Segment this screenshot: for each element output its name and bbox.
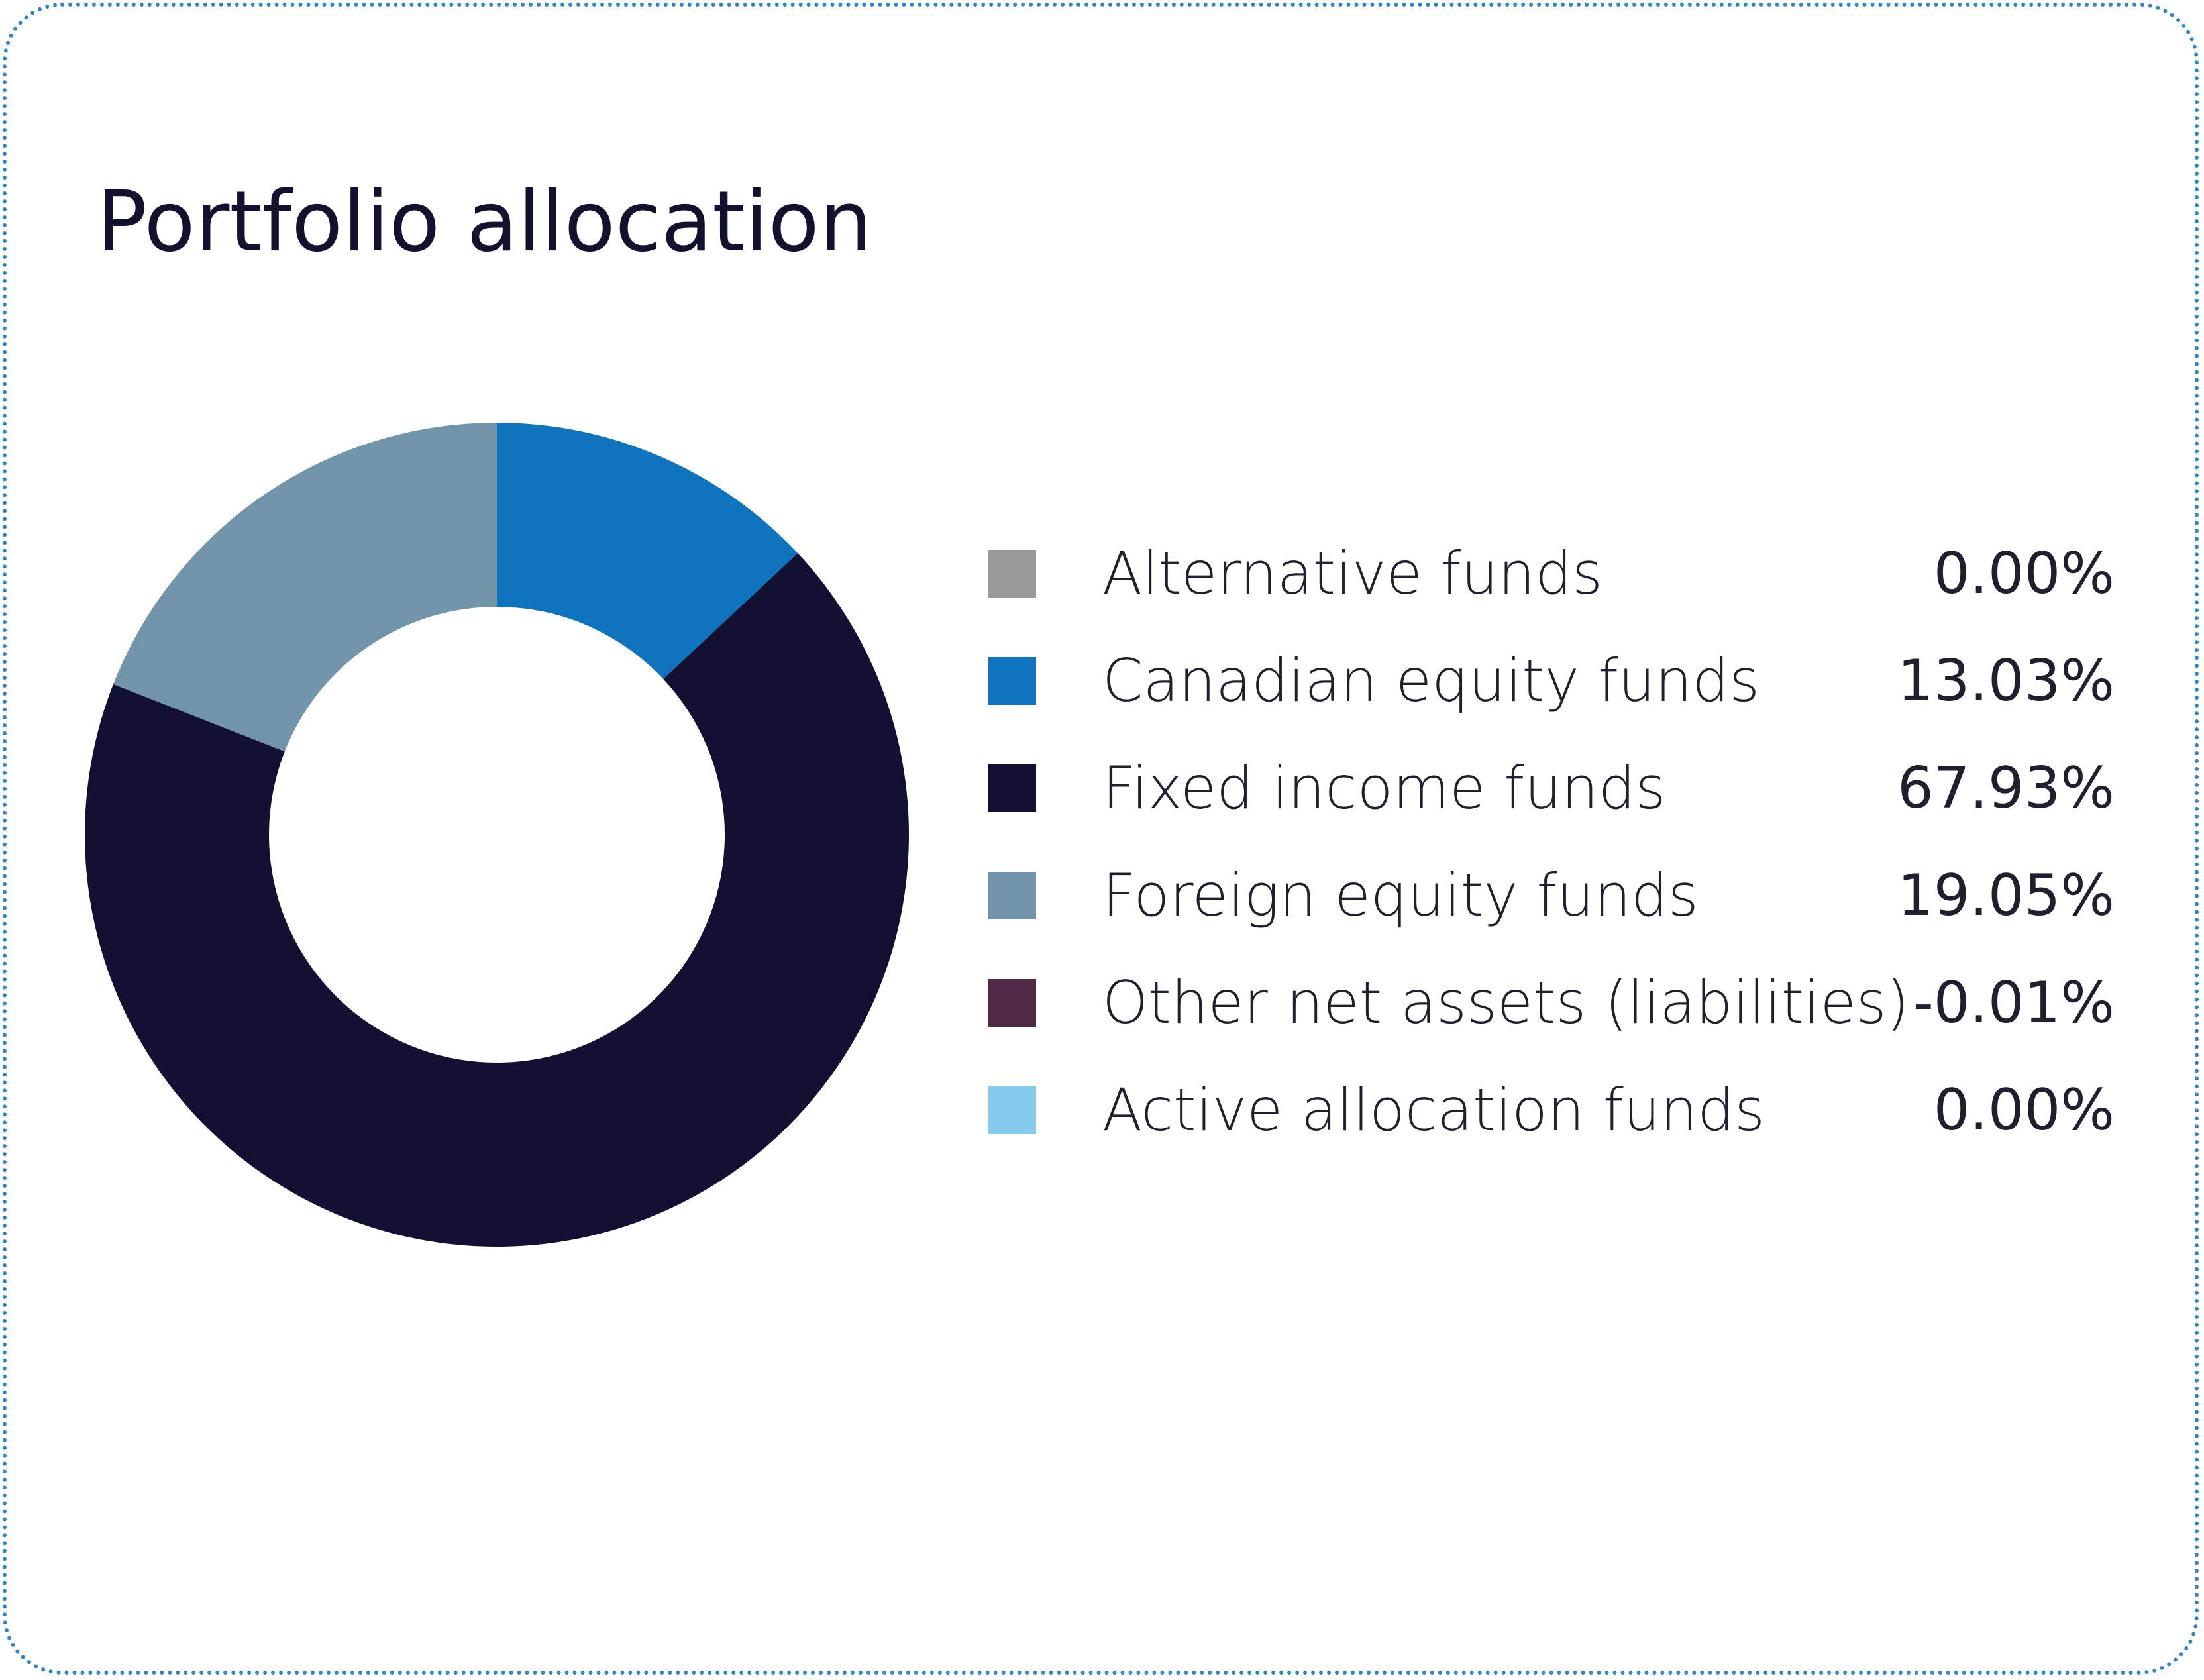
- legend-value: 67.93%: [1897, 755, 2115, 821]
- donut-slice-canadian-equity-funds: [497, 423, 798, 679]
- donut-slice-fixed-income-funds: [84, 553, 909, 1247]
- legend-value: 0.00%: [1933, 541, 2115, 607]
- legend-label: Canadian equity funds: [1102, 647, 1760, 715]
- legend-item: Other net assets (liabilities) -0.01%: [988, 963, 2115, 1071]
- portfolio-allocation-card: Portfolio allocation Alternative funds 0…: [3, 3, 2199, 1675]
- legend-item: Alternative funds 0.00%: [988, 534, 2115, 641]
- chart-legend: Alternative funds 0.00% Canadian equity …: [988, 534, 2115, 1178]
- legend-label: Foreign equity funds: [1102, 861, 1699, 929]
- legend-value: -0.01%: [1913, 970, 2115, 1036]
- legend-swatch: [988, 657, 1036, 705]
- legend-item: Canadian equity funds 13.03%: [988, 641, 2115, 749]
- legend-label: Other net assets (liabilities): [1102, 969, 1909, 1037]
- legend-value: 13.03%: [1897, 648, 2115, 714]
- legend-swatch: [988, 872, 1036, 919]
- legend-value: 19.05%: [1897, 863, 2115, 929]
- donut-chart: [84, 423, 909, 1247]
- legend-item: Active allocation funds 0.00%: [988, 1071, 2115, 1178]
- legend-swatch: [988, 1086, 1036, 1134]
- legend-swatch: [988, 550, 1036, 598]
- legend-label: Active allocation funds: [1102, 1076, 1765, 1144]
- chart-title: Portfolio allocation: [97, 173, 872, 270]
- donut-slice-foreign-equity-funds: [113, 423, 497, 752]
- legend-value: 0.00%: [1933, 1077, 2115, 1143]
- legend-swatch: [988, 764, 1036, 812]
- donut-slices: [84, 423, 909, 1247]
- legend-label: Alternative funds: [1102, 539, 1603, 607]
- legend-label: Fixed income funds: [1102, 754, 1666, 822]
- legend-item: Fixed income funds 67.93%: [988, 749, 2115, 856]
- legend-item: Foreign equity funds 19.05%: [988, 856, 2115, 963]
- legend-swatch: [988, 979, 1036, 1027]
